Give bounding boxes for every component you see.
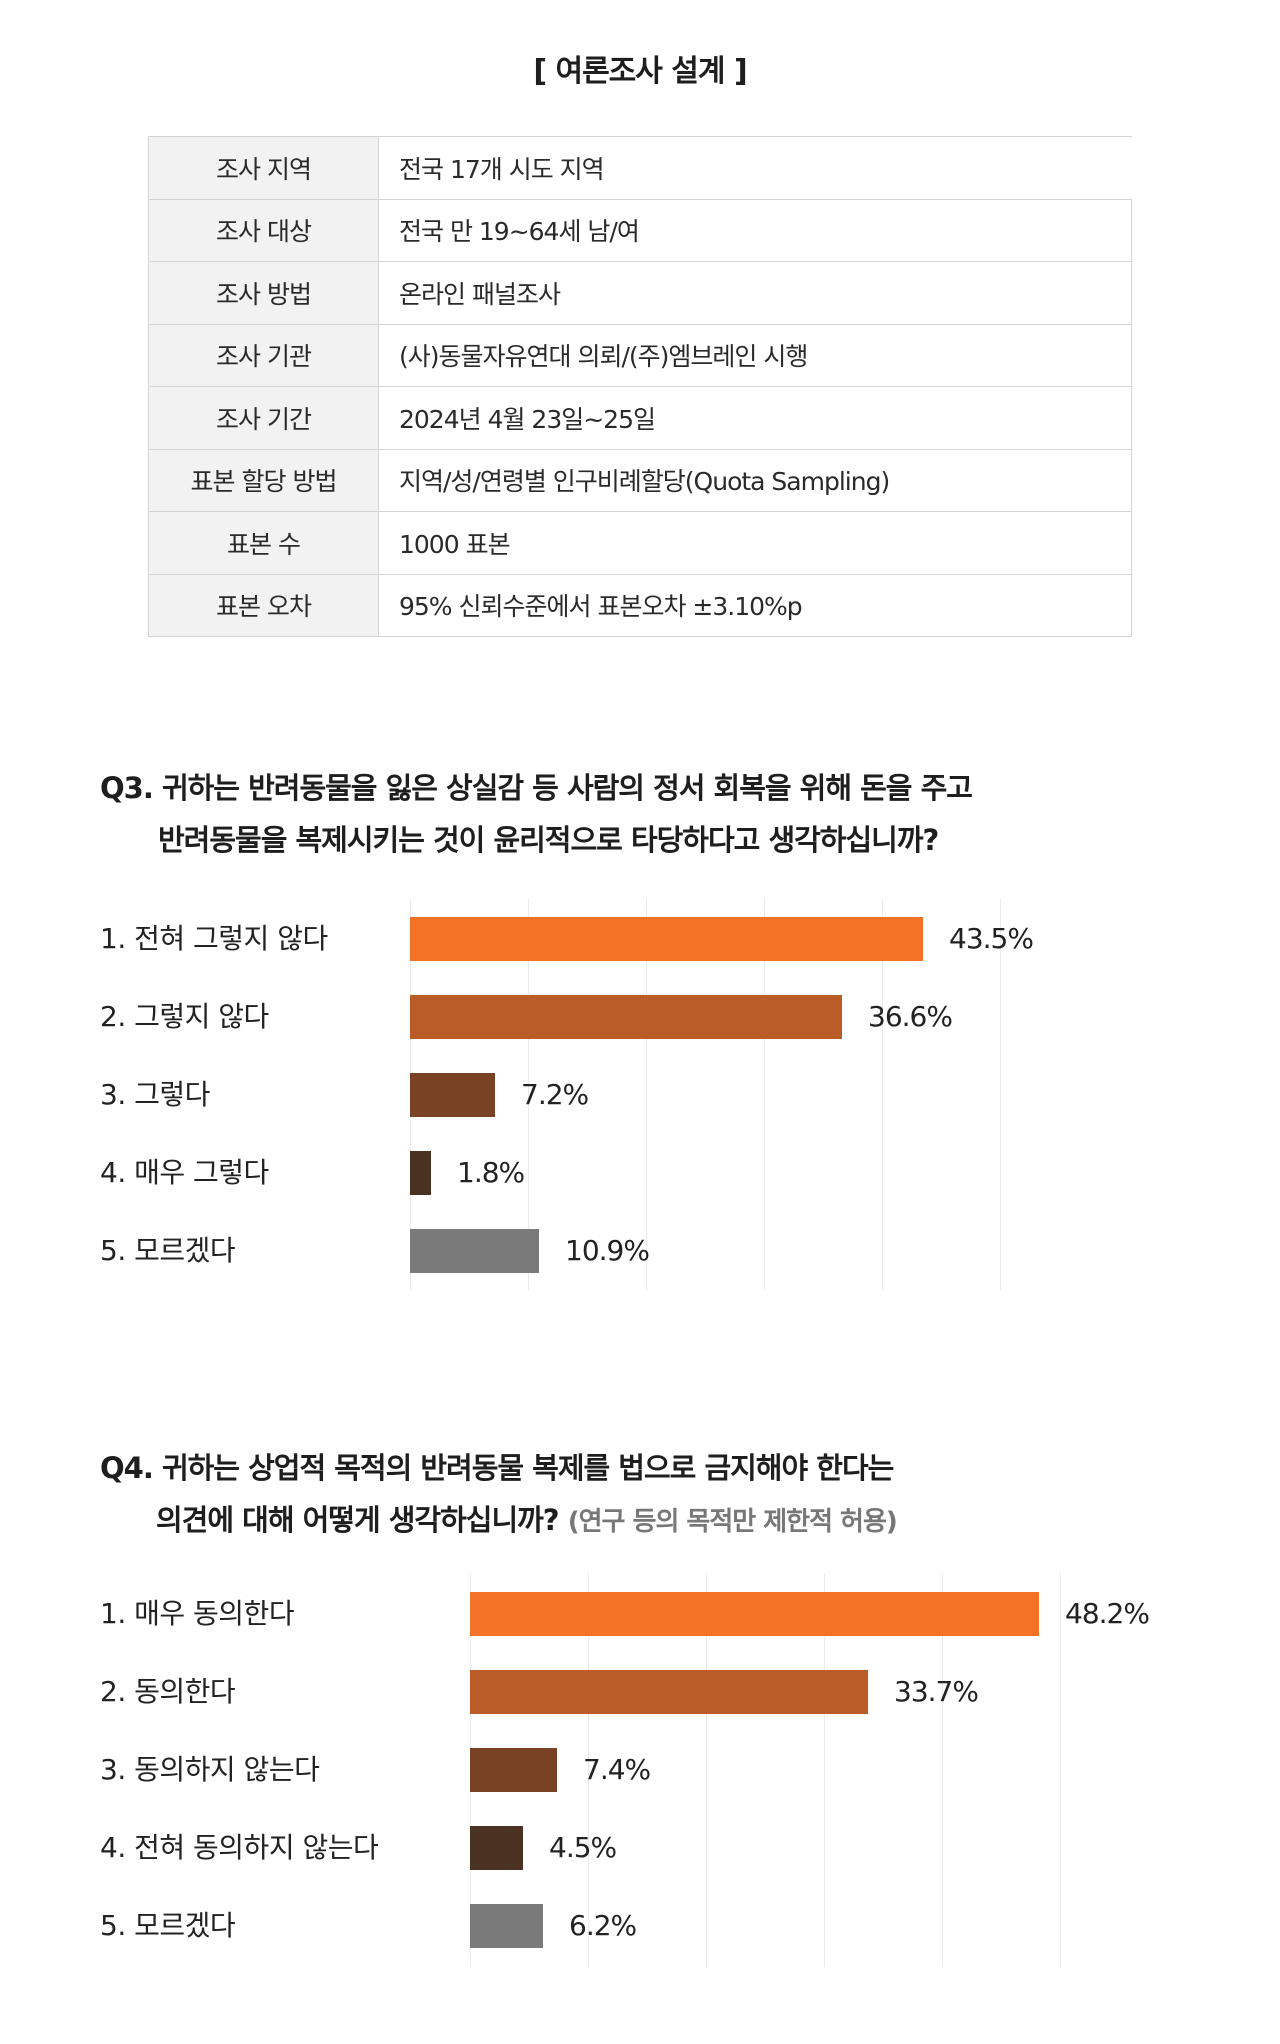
q3-question-line1: Q3. 귀하는 반려동물을 잃은 상실감 등 사람의 정서 회복을 위해 돈을 … <box>100 771 973 805</box>
gridline <box>764 899 765 1290</box>
q4-question-line1: Q4. 귀하는 상업적 목적의 반려동물 복제를 법으로 금지해야 한다는 <box>100 1451 894 1485</box>
design-table-row: 조사 방법 온라인 패널조사 <box>148 261 1132 325</box>
chart-row: 2. 동의한다 33.7% <box>0 1670 1280 1714</box>
bar <box>410 1151 431 1195</box>
chart-row: 5. 모르겠다 10.9% <box>0 1229 1280 1273</box>
design-table-value: (사)동물자유연대 의뢰/(주)엠브레인 시행 <box>378 323 1132 387</box>
bar <box>410 1229 539 1273</box>
design-table-key: 조사 대상 <box>148 198 379 262</box>
q4-question-line2: 의견에 대해 어떻게 생각하십니까? <box>156 1503 560 1537</box>
design-table-row: 조사 대상 전국 만 19~64세 남/여 <box>148 198 1132 262</box>
bar <box>470 1592 1039 1636</box>
gridline <box>942 1573 943 1967</box>
chart-row: 3. 그렇다 7.2% <box>0 1073 1280 1117</box>
chart-row: 3. 동의하지 않는다 7.4% <box>0 1748 1280 1792</box>
chart-row: 1. 매우 동의한다 48.2% <box>0 1592 1280 1636</box>
value-label: 10.9% <box>565 1234 650 1267</box>
design-table-value: 1000 표본 <box>378 511 1132 575</box>
q4-question-note: (연구 등의 목적만 제한적 허용) <box>567 1507 898 1537</box>
design-table-value: 전국 만 19~64세 남/여 <box>378 198 1132 262</box>
category-label: 4. 매우 그렇다 <box>100 1156 269 1189</box>
value-label: 7.4% <box>583 1753 651 1786</box>
design-table-row: 조사 기간 2024년 4월 23일~25일 <box>148 386 1132 450</box>
gridline <box>706 1573 707 1967</box>
gridline <box>882 899 883 1290</box>
chart-row: 4. 매우 그렇다 1.8% <box>0 1151 1280 1195</box>
category-label: 1. 매우 동의한다 <box>100 1597 295 1630</box>
design-table-key: 표본 오차 <box>148 573 379 637</box>
category-label: 2. 동의한다 <box>100 1675 236 1708</box>
design-table-row: 조사 기관 (사)동물자유연대 의뢰/(주)엠브레인 시행 <box>148 323 1132 387</box>
chart-row: 4. 전혀 동의하지 않는다 4.5% <box>0 1826 1280 1870</box>
chart-row: 5. 모르겠다 6.2% <box>0 1904 1280 1948</box>
chart-row: 1. 전혀 그렇지 않다 43.5% <box>0 917 1280 961</box>
value-label: 48.2% <box>1065 1597 1150 1630</box>
design-table-value: 전국 17개 시도 지역 <box>378 136 1132 200</box>
design-table-value: 지역/성/연령별 인구비례할당(Quota Sampling) <box>378 448 1132 512</box>
value-label: 7.2% <box>521 1078 589 1111</box>
value-label: 36.6% <box>868 1000 953 1033</box>
design-table-value: 온라인 패널조사 <box>378 261 1132 325</box>
survey-design-table: 조사 지역 전국 17개 시도 지역 조사 대상 전국 만 19~64세 남/여 조사 … <box>148 136 1132 637</box>
design-table-key: 조사 지역 <box>148 136 379 200</box>
value-label: 33.7% <box>894 1675 979 1708</box>
gridline <box>1000 899 1001 1290</box>
value-label: 1.8% <box>457 1156 525 1189</box>
value-label: 6.2% <box>569 1909 637 1942</box>
design-table-key: 표본 수 <box>148 511 379 575</box>
design-table-row: 표본 수 1000 표본 <box>148 511 1132 575</box>
bar <box>470 1670 868 1714</box>
category-label: 3. 그렇다 <box>100 1078 210 1111</box>
design-table-row: 조사 지역 전국 17개 시도 지역 <box>148 136 1132 200</box>
category-label: 4. 전혀 동의하지 않는다 <box>100 1831 379 1864</box>
q4-question: Q4. 귀하는 상업적 목적의 반려동물 복제를 법으로 금지해야 한다는 의견… <box>100 1442 898 1548</box>
design-table-row: 표본 오차 95% 신뢰수준에서 표본오차 ±3.10%p <box>148 573 1132 637</box>
design-table-key: 조사 기간 <box>148 386 379 450</box>
design-table-value: 2024년 4월 23일~25일 <box>378 386 1132 450</box>
q3-question: Q3. 귀하는 반려동물을 잃은 상실감 등 사람의 정서 회복을 위해 돈을 … <box>100 762 973 866</box>
bar <box>410 995 842 1039</box>
bar <box>410 917 923 961</box>
design-table-key: 조사 방법 <box>148 261 379 325</box>
category-label: 5. 모르겠다 <box>100 1234 236 1267</box>
gridline <box>588 1573 589 1967</box>
value-label: 4.5% <box>549 1831 617 1864</box>
gridline <box>646 899 647 1290</box>
chart-row: 2. 그렇지 않다 36.6% <box>0 995 1280 1039</box>
gridline <box>824 1573 825 1967</box>
bar <box>470 1904 543 1948</box>
design-table-row: 표본 할당 방법 지역/성/연령별 인구비례할당(Quota Sampling) <box>148 448 1132 512</box>
bar <box>470 1826 523 1870</box>
category-label: 5. 모르겠다 <box>100 1909 236 1942</box>
design-table-key: 표본 할당 방법 <box>148 448 379 512</box>
page-title: [ 여론조사 설계 ] <box>533 54 747 89</box>
gridline <box>1060 1573 1061 1967</box>
value-label: 43.5% <box>949 922 1034 955</box>
design-table-value: 95% 신뢰수준에서 표본오차 ±3.10%p <box>378 573 1132 637</box>
category-label: 1. 전혀 그렇지 않다 <box>100 922 328 955</box>
q3-question-line2: 반려동물을 복제시키는 것이 윤리적으로 타당하다고 생각하십니까? <box>158 823 939 857</box>
bar <box>410 1073 495 1117</box>
category-label: 3. 동의하지 않는다 <box>100 1753 320 1786</box>
gridline <box>528 899 529 1290</box>
design-table-key: 조사 기관 <box>148 323 379 387</box>
category-label: 2. 그렇지 않다 <box>100 1000 269 1033</box>
q4-question-line2-wrap: 의견에 대해 어떻게 생각하십니까? (연구 등의 목적만 제한적 허용) <box>100 1494 898 1548</box>
bar <box>470 1748 557 1792</box>
